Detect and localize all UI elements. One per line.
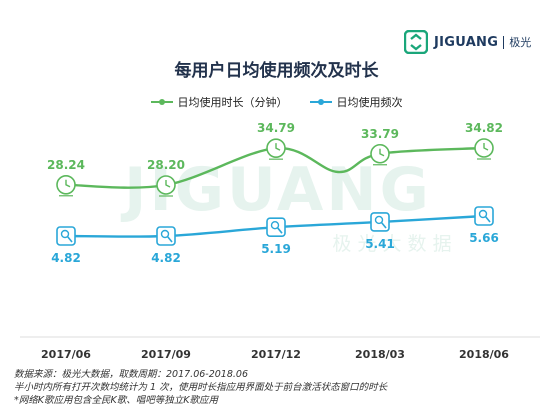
clock-icon-hands — [379, 148, 385, 157]
x-tick-label: 2018/06 — [459, 348, 509, 361]
legend-swatch-frequency — [309, 99, 332, 105]
legend-item-duration: 日均使用时长（分钟） — [150, 94, 288, 110]
chart-title: 每用户日均使用频次及时长 — [174, 61, 379, 81]
jiguang-logo: JIGUANG 极光 — [404, 30, 531, 54]
microphone-icon-handle — [484, 215, 491, 223]
microphone-icon — [266, 217, 286, 237]
data-label-duration: 34.82 — [465, 121, 503, 135]
data-label-frequency: 5.19 — [261, 242, 291, 256]
microphone-icon-handle — [166, 235, 173, 243]
note-line: 半小时内所有打开次数均统计为 1 次，使用时长指应用界面处于前台激活状态窗口的时… — [14, 382, 388, 393]
series-line-duration — [65, 146, 485, 189]
microphone-icon-head — [160, 229, 170, 239]
legend-item-frequency: 日均使用频次 — [309, 94, 403, 110]
clock-icon-hands — [275, 143, 281, 151]
microphone-icon-head — [270, 220, 280, 230]
data-label-frequency: 5.41 — [365, 237, 395, 251]
microphone-icon — [474, 206, 494, 226]
jiguang-logo-icon — [404, 30, 428, 54]
legend-label-frequency: 日均使用频次 — [336, 96, 403, 109]
x-tick-label: 2017/09 — [141, 348, 191, 361]
legend-swatch-duration — [150, 99, 173, 105]
x-tick-label: 2018/03 — [355, 348, 405, 361]
microphone-icon-handle — [276, 227, 283, 234]
microphone-icon — [370, 212, 390, 232]
logo-divider — [503, 35, 505, 49]
x-tick-label: 2017/12 — [251, 348, 301, 361]
microphone-icon-head — [60, 229, 70, 239]
microphone-icon-head — [374, 215, 384, 225]
data-label-frequency: 5.66 — [469, 231, 499, 245]
data-label-duration: 28.20 — [147, 158, 185, 172]
clock-icon-hands — [65, 179, 71, 188]
data-label-duration: 28.24 — [47, 158, 85, 172]
footnote-line: *网络K歌应用包含全民K歌、唱吧等独立K歌应用 — [14, 395, 218, 406]
data-label-duration: 34.79 — [257, 121, 295, 135]
source-notes: 数据来源：极光大数据，取数周期：2017.06-2018.06 半小时内所有打开… — [14, 368, 387, 407]
watermark-cn-text: 极 光 大 数 据 — [332, 233, 451, 255]
data-label-frequency: 4.82 — [151, 251, 181, 265]
source-line: 数据来源：极光大数据，取数周期：2017.06-2018.06 — [14, 369, 248, 380]
microphone-icon — [56, 226, 76, 246]
microphone-icon-handle — [66, 235, 73, 243]
logo-cn: 极光 — [509, 36, 532, 49]
microphone-icon-handle — [380, 221, 387, 229]
data-label-duration: 33.79 — [361, 127, 399, 141]
clock-icon-hands — [165, 180, 171, 188]
microphone-icon — [156, 226, 176, 246]
microphone-icon-head — [478, 209, 488, 219]
legend-label-duration: 日均使用时长（分钟） — [177, 96, 288, 109]
clock-icon-hands — [483, 143, 489, 151]
data-label-frequency: 4.82 — [51, 251, 81, 265]
x-tick-label: 2017/06 — [41, 348, 91, 361]
chart-legend: 日均使用时长（分钟） 日均使用频次 — [0, 94, 553, 110]
logo-text: JIGUANG — [434, 34, 499, 50]
